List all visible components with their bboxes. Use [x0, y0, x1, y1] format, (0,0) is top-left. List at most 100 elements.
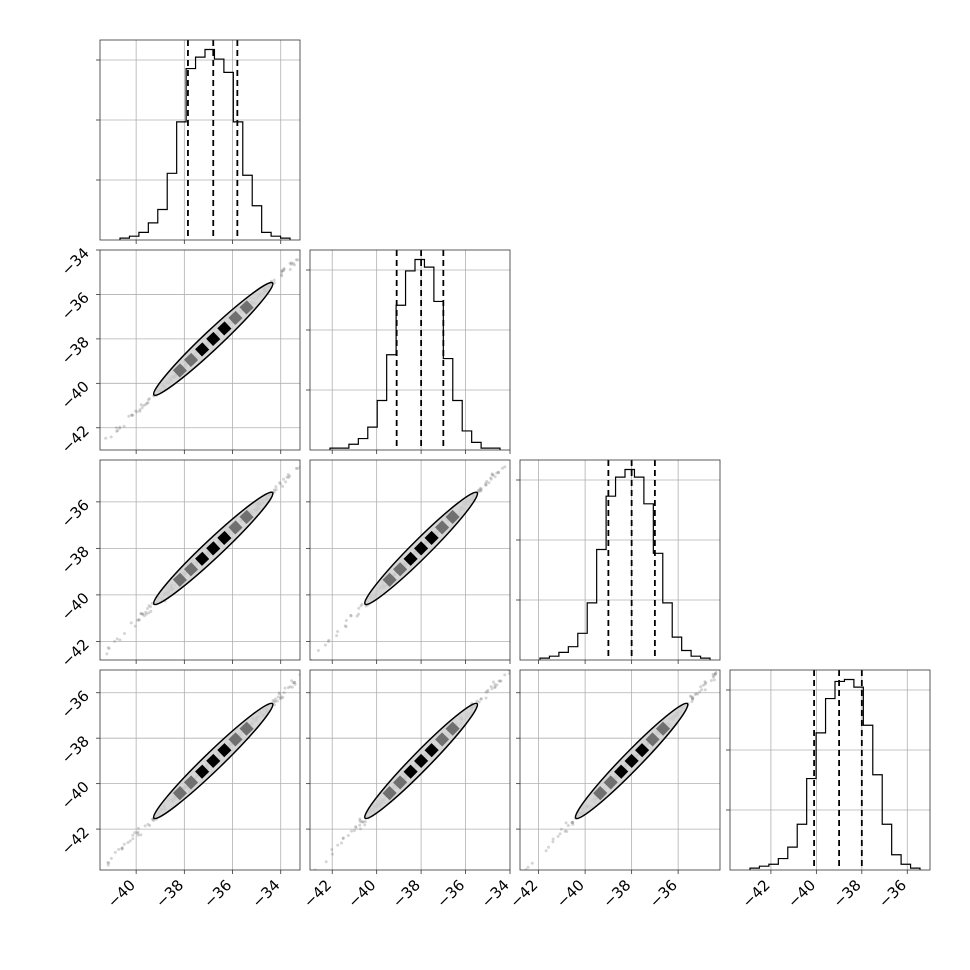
panel-frame — [309, 459, 511, 661]
sample-point — [476, 488, 480, 492]
sample-point — [144, 402, 148, 406]
sample-point — [571, 820, 575, 824]
sample-point — [278, 692, 282, 696]
sample-point — [147, 611, 151, 615]
sample-point — [563, 829, 567, 833]
sample-point — [141, 612, 145, 616]
histogram-panel-0 — [96, 39, 301, 244]
scatter-panel-3-0: −40 −38 −36 −34 −42 −40 −38 −36 — [58, 638, 338, 911]
x-tick-label: −36 — [646, 876, 681, 911]
histogram-step-3 — [749, 678, 921, 870]
sample-point — [135, 831, 139, 835]
sample-point — [272, 278, 276, 282]
density-core — [635, 743, 650, 758]
sample-point — [514, 454, 517, 457]
sample-point — [479, 488, 483, 492]
y-tick-label: −42 — [58, 422, 93, 457]
sample-point — [493, 682, 497, 686]
sample-point — [496, 470, 500, 474]
sample-point — [78, 671, 81, 674]
sample-point — [544, 849, 548, 853]
sample-point — [358, 817, 362, 821]
y-tick-label: −36 — [58, 687, 93, 722]
sample-point — [714, 671, 718, 675]
sample-point — [342, 215, 345, 218]
sample-point — [564, 821, 568, 825]
density-core — [228, 520, 243, 535]
sample-point — [293, 680, 297, 684]
sample-point — [290, 685, 294, 689]
sample-point — [312, 664, 315, 667]
sample-point — [287, 476, 291, 480]
x-tick-label: −38 — [389, 876, 424, 911]
sample-point — [516, 449, 519, 452]
sample-point — [280, 269, 284, 273]
x-tick-label: −34 — [478, 876, 513, 911]
sample-point — [146, 401, 150, 405]
sample-point — [517, 878, 520, 881]
sample-point — [719, 664, 722, 667]
sample-point — [526, 865, 530, 869]
sample-point — [306, 876, 309, 879]
density-core — [239, 721, 254, 736]
sample-point — [303, 880, 306, 883]
sample-point — [756, 630, 759, 633]
x-tick-label: −42 — [300, 876, 335, 911]
sample-point — [335, 634, 339, 638]
sample-point — [703, 682, 707, 686]
sample-point — [323, 643, 327, 647]
sample-point — [571, 820, 575, 824]
density-core — [172, 786, 187, 801]
sample-point — [556, 834, 560, 838]
sample-point — [335, 638, 338, 641]
sample-point — [761, 626, 764, 629]
sample-point — [711, 672, 715, 676]
sample-point — [282, 267, 286, 271]
x-tick-label: −36 — [200, 876, 235, 911]
density-core — [393, 562, 408, 577]
density-core — [445, 721, 460, 736]
histogram-step-2 — [539, 468, 711, 660]
sample-point — [723, 661, 726, 664]
sample-point — [279, 695, 283, 699]
sample-point — [48, 489, 51, 492]
sample-point — [113, 639, 117, 643]
sample-point — [703, 688, 707, 692]
sample-point — [503, 465, 507, 469]
sample-point — [120, 846, 124, 850]
histogram-step-1 — [329, 258, 501, 450]
sample-point — [701, 683, 705, 687]
sample-point — [253, 930, 256, 933]
density-core — [206, 541, 221, 556]
sample-point — [500, 466, 504, 470]
sample-point — [317, 239, 320, 242]
sample-point — [294, 466, 298, 470]
density-core — [382, 572, 397, 587]
sample-point — [273, 703, 277, 707]
sample-point — [341, 836, 345, 840]
panel-frame — [99, 459, 301, 661]
x-tick-label: −34 — [248, 876, 283, 911]
density-core — [445, 509, 460, 525]
sample-point — [109, 856, 113, 860]
sample-point — [340, 221, 343, 224]
density-core — [206, 331, 221, 346]
sample-point — [703, 680, 707, 684]
sample-point — [282, 477, 286, 481]
sample-point — [128, 839, 132, 843]
sample-point — [495, 471, 499, 475]
sample-point — [709, 679, 713, 683]
sample-point — [336, 629, 340, 633]
sample-point — [118, 426, 122, 430]
histogram-panel-1 — [306, 249, 511, 454]
sample-point — [711, 675, 715, 679]
panel-frame — [99, 39, 301, 241]
sample-point — [136, 618, 140, 622]
y-tick-label: −40 — [58, 589, 93, 624]
sample-point — [310, 872, 313, 875]
density-core — [217, 743, 232, 758]
sample-point — [344, 618, 348, 622]
sample-point — [273, 699, 277, 703]
sample-point — [310, 243, 313, 246]
sample-point — [152, 818, 156, 822]
